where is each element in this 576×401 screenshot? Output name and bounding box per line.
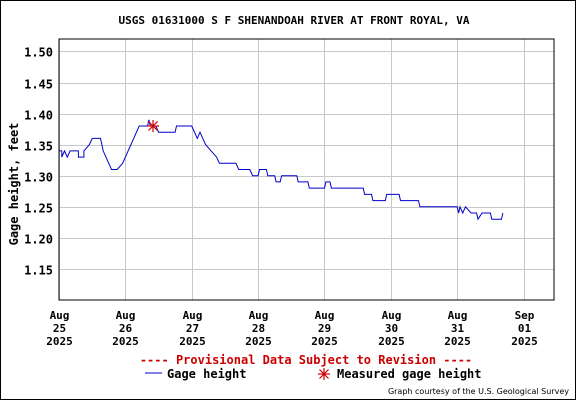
x-tick-year: 2025	[179, 335, 206, 348]
chart-title: USGS 01631000 S F SHENANDOAH RIVER AT FR…	[119, 14, 470, 27]
legend-measured-swatch	[318, 368, 330, 380]
y-tick-label: 1.25	[24, 202, 53, 216]
y-tick-label: 1.45	[24, 78, 53, 92]
x-tick-month: Aug	[183, 309, 203, 322]
measured-layer	[147, 120, 160, 132]
x-tick-day: 01	[518, 322, 532, 335]
legend-gage-height-label: Gage height	[167, 367, 246, 381]
x-tick-year: 2025	[112, 335, 139, 348]
y-tick-label: 1.30	[24, 171, 53, 185]
x-tick-day: 26	[119, 322, 133, 335]
x-tick-month: Aug	[249, 309, 269, 322]
y-tick-label: 1.50	[24, 46, 53, 60]
x-tick-year: 2025	[511, 335, 538, 348]
y-axis-ticks: 1.15 1.20 1.25 1.30 1.35 1.40 1.45 1.50	[24, 46, 53, 278]
x-axis-ticks: Aug252025Aug262025Aug272025Aug282025Aug2…	[46, 309, 538, 348]
grid-lines	[59, 39, 554, 300]
series-line-gage-height	[59, 119, 504, 221]
x-tick-day: 31	[451, 322, 465, 335]
x-tick-day: 29	[318, 322, 331, 335]
x-tick-day: 25	[53, 322, 66, 335]
x-tick-month: Aug	[50, 309, 70, 322]
x-tick-day: 27	[186, 322, 199, 335]
x-tick-month: Sep	[515, 309, 535, 322]
y-tick-label: 1.15	[24, 264, 53, 278]
x-tick-year: 2025	[245, 335, 272, 348]
series-layer	[59, 119, 504, 221]
y-tick-label: 1.40	[24, 109, 53, 123]
x-tick-year: 2025	[378, 335, 405, 348]
x-tick-year: 2025	[311, 335, 338, 348]
plot-area	[58, 38, 555, 301]
x-tick-day: 30	[385, 322, 398, 335]
x-tick-month: Aug	[448, 309, 468, 322]
x-tick-year: 2025	[46, 335, 73, 348]
x-tick-month: Aug	[315, 309, 335, 322]
legend-measured-label: Measured gage height	[337, 367, 482, 381]
y-tick-label: 1.20	[24, 233, 53, 247]
x-tick-month: Aug	[116, 309, 136, 322]
x-tick-day: 28	[252, 322, 265, 335]
measured-gage-height-marker	[147, 120, 160, 132]
y-axis-label: Gage height, feet	[7, 123, 21, 246]
graph-credit: Graph courtesy of the U.S. Geological Su…	[388, 387, 569, 396]
y-tick-label: 1.35	[24, 140, 53, 154]
x-tick-year: 2025	[444, 335, 471, 348]
x-tick-month: Aug	[382, 309, 402, 322]
provisional-data-note: ---- Provisional Data Subject to Revisio…	[140, 353, 472, 367]
